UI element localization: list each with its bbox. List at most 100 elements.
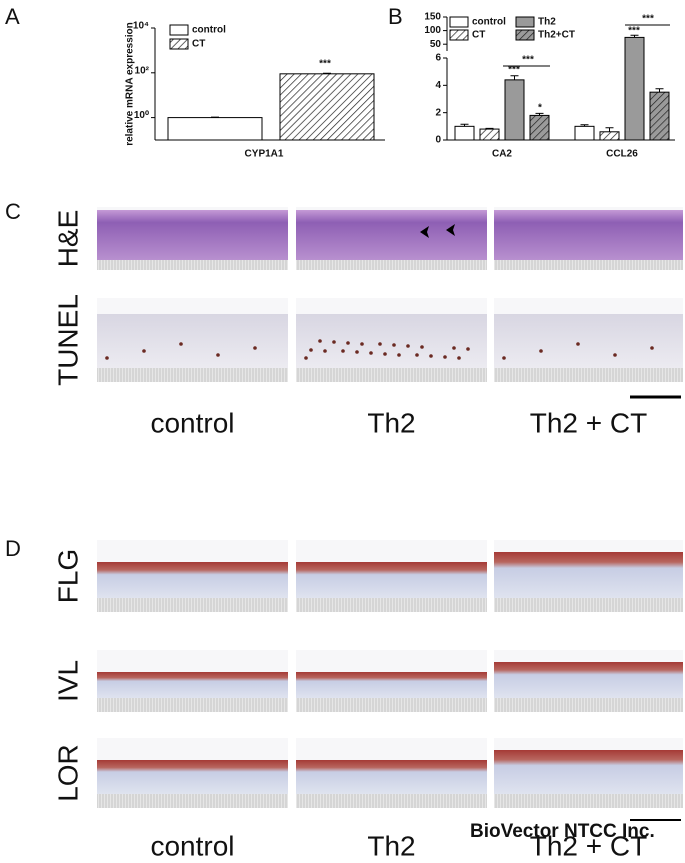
x-tick-label: CCL26 [606, 149, 638, 160]
bar [454, 125, 475, 141]
tissue [494, 314, 683, 368]
stain-dot [216, 353, 220, 357]
legend-label: control [472, 17, 506, 28]
bar [504, 79, 525, 141]
stain-dot [318, 339, 322, 343]
membrane [97, 260, 288, 270]
legend-label: CT [192, 39, 205, 50]
legend-swatch [449, 16, 469, 28]
y-tick-label: 6 [435, 53, 441, 64]
arrowhead [446, 224, 455, 236]
row-label: FLG [52, 549, 83, 603]
y-tick-label: 10⁰ [134, 110, 149, 121]
legend-label: CT [472, 30, 485, 41]
watermark: BioVector NTCC Inc. [470, 821, 655, 842]
y-tick-label: 10⁴ [133, 21, 149, 32]
membrane [494, 794, 683, 808]
stain-dot [346, 341, 350, 345]
stain-dot [457, 356, 461, 360]
bar [624, 36, 645, 141]
row-label: LOR [52, 744, 83, 802]
legend-swatch [169, 38, 189, 50]
panel-label: D [5, 536, 21, 561]
stain-dot [539, 349, 543, 353]
legend-swatch [515, 29, 535, 41]
error-bar [655, 88, 664, 93]
column-label: Th2 [367, 407, 415, 438]
y-tick-label: 100 [424, 25, 441, 36]
tissue [97, 210, 288, 260]
stain-dot [383, 352, 387, 356]
annotation: *** [642, 14, 654, 25]
stain-dot [105, 356, 109, 360]
error-bar [630, 34, 639, 38]
tissue [97, 672, 288, 698]
arrowhead [420, 226, 429, 238]
error-bar [323, 72, 331, 74]
membrane [296, 598, 487, 612]
micrographs [97, 207, 683, 808]
stain-dot [576, 342, 580, 346]
bar [649, 91, 670, 141]
stain-dot [443, 355, 447, 359]
y-axis-label: relative mRNA expression [125, 22, 136, 146]
stain-dot [360, 342, 364, 346]
membrane [494, 368, 683, 382]
bar [574, 125, 595, 141]
bar [279, 73, 375, 141]
legend-swatch [169, 24, 189, 36]
error-bar [510, 75, 519, 80]
stain-dot [323, 349, 327, 353]
error-bar [605, 127, 614, 132]
y-tick-label: 50 [430, 39, 442, 50]
stain-dot [415, 353, 419, 357]
stain-dot [420, 345, 424, 349]
y-tick-label: 4 [435, 80, 441, 91]
tissue [296, 210, 487, 260]
legend-label: Th2+CT [538, 30, 575, 41]
annotation: *** [522, 55, 534, 66]
x-tick-label: CYP1A1 [245, 149, 284, 160]
stain-dot [341, 349, 345, 353]
stain-dot [309, 348, 313, 352]
stain-dot [142, 349, 146, 353]
error-bar [460, 123, 469, 127]
membrane [97, 794, 288, 808]
error-bar [485, 127, 494, 130]
stain-dot [378, 342, 382, 346]
annotation: * [538, 103, 542, 114]
row-label: TUNEL [52, 294, 83, 386]
y-tick-label: 0 [435, 135, 441, 146]
panel-label: C [5, 199, 21, 224]
stain-dot [613, 353, 617, 357]
stain-dot [397, 353, 401, 357]
stain-dot [332, 340, 336, 344]
panel-label: A [5, 4, 20, 29]
stain-dot [304, 356, 308, 360]
membrane [97, 368, 288, 382]
membrane [494, 598, 683, 612]
panel-label: B [388, 4, 403, 29]
annotation: *** [319, 59, 331, 70]
legend-label: Th2 [538, 17, 556, 28]
bar [479, 128, 500, 141]
tissue [97, 562, 288, 598]
tissue [494, 210, 683, 260]
column-label: Th2 + CT [530, 407, 647, 438]
tissue [296, 562, 487, 598]
tissue [494, 750, 683, 794]
error-bar [580, 124, 589, 127]
stain-dot [502, 356, 506, 360]
tissue [97, 314, 288, 368]
column-label: control [150, 830, 234, 861]
tissue [97, 760, 288, 794]
annotation: *** [628, 26, 640, 37]
y-tick-label: 10² [135, 65, 150, 76]
membrane [296, 368, 487, 382]
row-label: H&E [52, 210, 83, 268]
bar [529, 114, 550, 141]
stain-dot [429, 354, 433, 358]
stain-dot [179, 342, 183, 346]
tissue [296, 314, 487, 368]
